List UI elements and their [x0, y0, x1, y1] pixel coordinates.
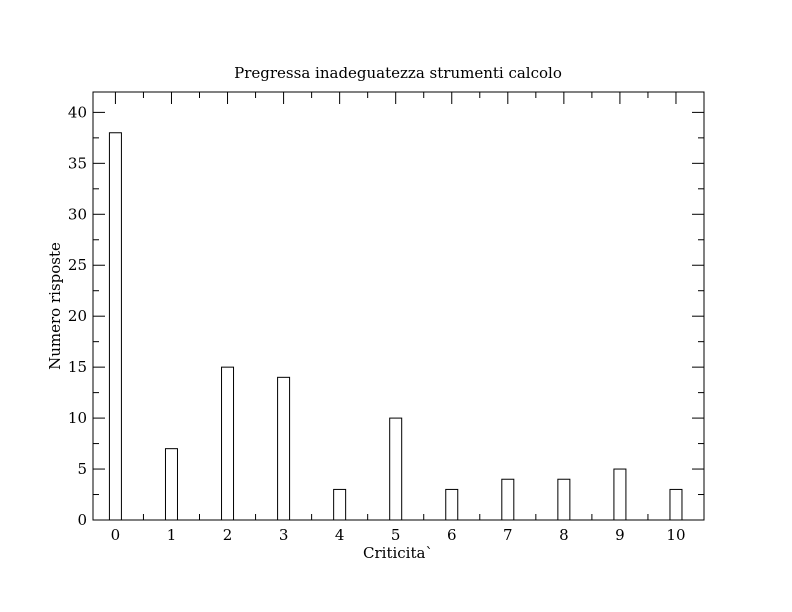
bar [277, 376, 291, 521]
x-tick-label: 4 [335, 526, 345, 544]
x-tick-label: 9 [615, 526, 625, 544]
plot-area: 0 5 10 15 20 25 30 35 40 0 1 2 3 4 5 6 7 8 9 10 [68, 91, 705, 544]
chart-title: Pregressa inadeguatezza strumenti calcol… [234, 64, 562, 82]
x-tick-label: 8 [559, 526, 569, 544]
y-tick-label: 0 [77, 511, 87, 529]
bar [445, 488, 459, 521]
bar [501, 478, 515, 521]
x-tick-label: 7 [503, 526, 513, 544]
y-tick-label: 20 [68, 307, 87, 325]
bar [389, 417, 403, 521]
x-tick-label: 6 [447, 526, 457, 544]
y-tick-label: 40 [68, 103, 87, 121]
y-tick-label: 10 [68, 409, 87, 427]
x-tick-label: 3 [279, 526, 289, 544]
x-tick-label: 10 [666, 526, 685, 544]
bar [669, 488, 683, 521]
bar [164, 448, 178, 521]
bar [557, 478, 571, 521]
x-tick-label: 5 [391, 526, 401, 544]
y-tick-label: 25 [68, 256, 87, 274]
x-tick-label: 1 [167, 526, 177, 544]
x-tick-label: 2 [223, 526, 233, 544]
y-tick-label: 35 [68, 154, 87, 172]
bar [108, 132, 122, 521]
bar [221, 366, 235, 521]
y-tick-label: 15 [68, 358, 87, 376]
x-tick-label: 0 [111, 526, 121, 544]
bar [333, 488, 347, 521]
y-axis-label: Numero risposte [46, 242, 64, 370]
y-tick-label: 30 [68, 205, 87, 223]
x-axis-label: Criticita` [363, 544, 433, 562]
bar [613, 468, 627, 521]
y-tick-label: 5 [77, 460, 87, 478]
